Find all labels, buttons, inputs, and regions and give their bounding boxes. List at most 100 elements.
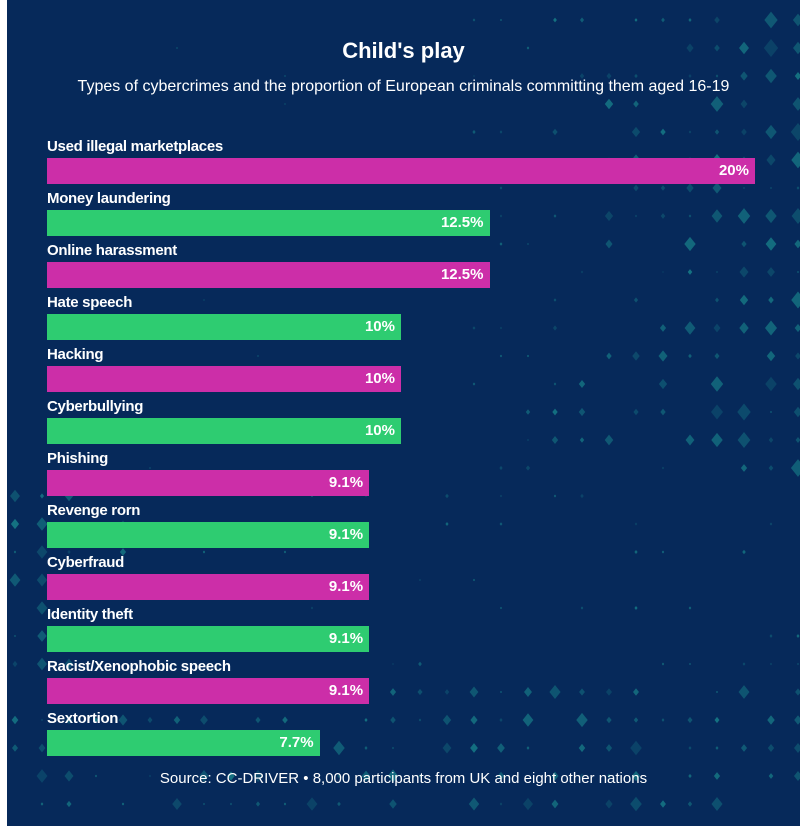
diamond-decoration xyxy=(631,126,641,138)
diamond-decoration xyxy=(605,688,613,696)
bar-value-label: 9.1% xyxy=(328,578,364,595)
diamond-decoration xyxy=(551,436,559,444)
diamond-decoration xyxy=(525,465,531,471)
diamond-decoration xyxy=(553,494,557,498)
diamond-decoration xyxy=(499,130,503,134)
diamond-decoration xyxy=(525,409,531,415)
bar-value-label: 7.7% xyxy=(279,734,314,751)
diamond-decoration xyxy=(739,266,749,278)
diamond-decoration xyxy=(499,186,503,190)
diamond-decoration xyxy=(337,773,341,779)
diamond-decoration xyxy=(549,684,561,700)
diamond-decoration xyxy=(203,802,205,806)
diamond-decoration xyxy=(764,11,778,29)
diamond-decoration xyxy=(687,716,693,724)
diamond-decoration xyxy=(764,320,778,336)
diamond-decoration xyxy=(634,549,638,555)
diamond-decoration xyxy=(499,802,503,806)
bar: 7.7% xyxy=(47,730,320,756)
diamond-decoration xyxy=(522,713,534,727)
diamond-decoration xyxy=(688,353,692,359)
diamond-decoration xyxy=(176,47,178,49)
diamond-decoration xyxy=(742,549,746,555)
bar-label: Hacking xyxy=(47,346,104,363)
diamond-decoration xyxy=(796,270,800,274)
bar-label: Money laundering xyxy=(47,190,171,207)
diamond-decoration xyxy=(580,493,584,499)
diamond-decoration xyxy=(661,466,665,470)
diamond-decoration xyxy=(11,744,19,752)
diamond-decoration xyxy=(333,740,345,756)
diamond-decoration xyxy=(766,350,776,362)
diamond-decoration xyxy=(36,517,48,531)
diamond-decoration xyxy=(796,186,800,190)
diamond-decoration xyxy=(633,717,639,723)
diamond-decoration xyxy=(500,690,502,694)
diamond-decoration xyxy=(766,154,776,166)
diamond-decoration xyxy=(765,68,777,84)
diamond-decoration xyxy=(660,408,666,416)
diamond-decoration xyxy=(604,210,614,222)
diamond-decoration xyxy=(472,18,476,22)
diamond-decoration xyxy=(578,407,586,417)
diamond-decoration xyxy=(792,13,800,27)
diamond-decoration xyxy=(768,773,774,779)
diamond-decoration xyxy=(472,326,476,330)
bar-value-label: 9.1% xyxy=(328,630,364,647)
diamond-decoration xyxy=(497,743,505,753)
bar-label: Racist/Xenophobic speech xyxy=(47,658,231,675)
diamond-decoration xyxy=(661,550,665,554)
diamond-decoration xyxy=(499,242,503,246)
diamond-decoration xyxy=(661,718,665,722)
diamond-decoration xyxy=(658,350,668,362)
diamond-decoration xyxy=(10,518,20,530)
diamond-decoration xyxy=(580,270,584,274)
diamond-decoration xyxy=(172,797,182,811)
diamond-decoration xyxy=(770,186,772,190)
diamond-decoration xyxy=(710,376,724,392)
diamond-decoration xyxy=(688,214,692,218)
diamond-decoration xyxy=(768,437,774,443)
diamond-decoration xyxy=(793,41,800,55)
diamond-decoration xyxy=(527,242,529,246)
diamond-decoration xyxy=(715,746,719,750)
diamond-decoration xyxy=(738,685,750,699)
diamond-decoration xyxy=(499,354,503,358)
diamond-decoration xyxy=(526,46,530,50)
diamond-decoration xyxy=(795,688,800,696)
diamond-decoration xyxy=(36,573,48,587)
diamond-decoration xyxy=(499,326,503,330)
diamond-decoration xyxy=(710,96,724,112)
diamond-decoration xyxy=(93,717,99,723)
diamond-decoration xyxy=(389,688,397,696)
bar-label: Identity theft xyxy=(47,606,133,623)
diamond-decoration xyxy=(794,239,800,249)
diamond-decoration xyxy=(14,634,16,638)
diamond-decoration xyxy=(389,799,397,809)
bar: 12.5% xyxy=(47,262,490,288)
diamond-decoration xyxy=(795,437,800,443)
diamond-decoration xyxy=(13,550,17,554)
diamond-decoration xyxy=(660,185,666,191)
diamond-decoration xyxy=(790,122,800,142)
diamond-decoration xyxy=(714,716,720,724)
diamond-decoration xyxy=(633,688,639,696)
diamond-decoration xyxy=(472,578,476,582)
diamond-decoration xyxy=(522,797,534,811)
diamond-decoration xyxy=(634,18,638,22)
diamond-decoration xyxy=(688,130,692,134)
diamond-decoration xyxy=(500,606,502,610)
diamond-decoration xyxy=(552,408,558,416)
diamond-decoration xyxy=(714,44,720,52)
bar-label: Phishing xyxy=(47,450,108,467)
diamond-decoration xyxy=(36,601,48,615)
diamond-decoration xyxy=(767,267,775,277)
diamond-decoration xyxy=(769,522,773,526)
diamond-decoration xyxy=(473,74,475,78)
diamond-decoration xyxy=(551,799,559,809)
diamond-decoration xyxy=(662,270,664,274)
bar: 10% xyxy=(47,314,401,340)
diamond-decoration xyxy=(364,717,368,723)
diamond-decoration xyxy=(553,17,557,23)
diamond-decoration xyxy=(551,771,559,781)
